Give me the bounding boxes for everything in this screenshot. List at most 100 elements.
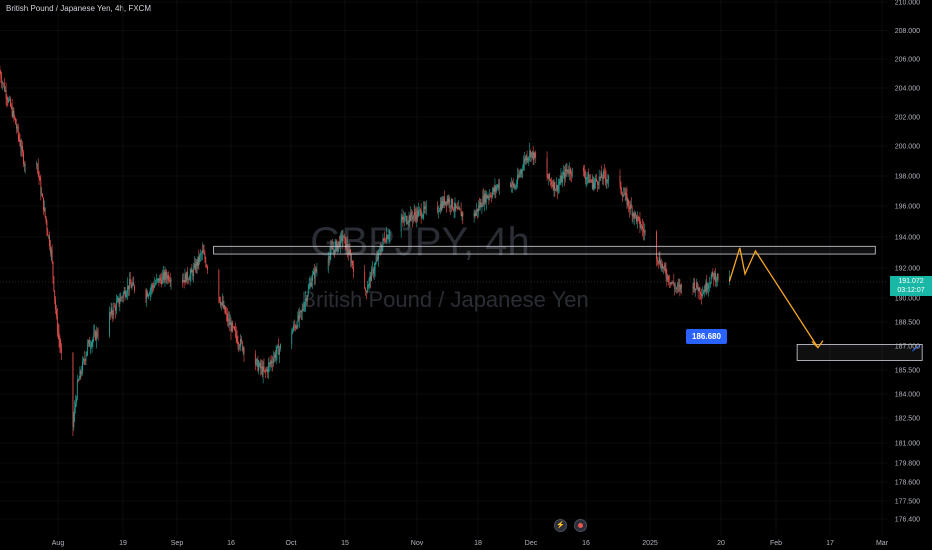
candle	[530, 149, 531, 162]
candle	[17, 123, 19, 143]
candle	[5, 82, 7, 106]
candle	[193, 262, 195, 283]
candle	[344, 233, 346, 244]
candle	[674, 282, 676, 296]
candle	[332, 239, 333, 250]
candle	[313, 263, 315, 286]
candle	[131, 281, 133, 291]
candle	[624, 187, 626, 202]
candle	[156, 278, 158, 284]
candle	[706, 274, 708, 296]
price-tick-label: 206.000	[895, 57, 920, 64]
candle	[638, 216, 640, 224]
candle	[518, 170, 520, 179]
candle	[95, 329, 96, 342]
candle	[462, 211, 464, 225]
candle	[639, 211, 641, 234]
candle	[382, 233, 384, 251]
chart-title: British Pound / Japanese Yen, 4h, FXCM	[6, 4, 151, 13]
candle	[334, 238, 336, 255]
candle	[657, 260, 659, 269]
candle	[19, 133, 21, 147]
candle	[601, 165, 603, 179]
candle	[676, 282, 678, 294]
lightning-icon[interactable]: ⚡	[554, 519, 567, 532]
projection[interactable]	[728, 247, 921, 352]
candle	[14, 115, 16, 121]
candle	[667, 273, 669, 283]
candle	[413, 204, 415, 222]
alert-icon[interactable]	[574, 519, 587, 532]
candle	[133, 276, 135, 286]
zones[interactable]	[213, 245, 923, 361]
candle	[333, 241, 334, 256]
price-axis[interactable]: 210.000 208.000 206.000 204.000 202.000 200.0…	[895, 0, 920, 524]
candle	[88, 339, 89, 347]
candle	[478, 200, 479, 218]
candle-countdown: 03:12:07	[897, 286, 925, 294]
price-tick-label: 198.000	[895, 174, 920, 181]
candle	[119, 293, 121, 312]
candle	[663, 262, 665, 272]
candle	[454, 197, 456, 218]
candle	[273, 351, 274, 368]
candle	[170, 277, 172, 290]
candle	[643, 223, 645, 241]
candle	[474, 210, 476, 219]
candle	[352, 260, 353, 270]
candle	[619, 169, 621, 189]
candle	[199, 253, 201, 265]
candle	[117, 295, 119, 302]
candle	[128, 272, 130, 296]
candle	[24, 162, 26, 174]
time-tick-label: Sep	[171, 540, 184, 547]
candle	[196, 259, 198, 274]
candle	[192, 269, 194, 281]
candle	[452, 198, 453, 211]
candle	[450, 205, 452, 215]
candle	[705, 279, 707, 295]
candle	[451, 197, 452, 213]
candle	[680, 284, 682, 293]
candle	[669, 282, 671, 288]
candle	[401, 208, 403, 223]
candle	[267, 357, 269, 379]
candle	[668, 275, 670, 286]
candle	[20, 139, 22, 157]
price-tick-label: 179.800	[895, 461, 920, 468]
candle	[58, 324, 60, 348]
candle	[18, 131, 20, 142]
candle	[709, 276, 710, 292]
candle	[260, 359, 261, 376]
candle	[524, 155, 526, 165]
candle	[677, 278, 679, 293]
candle	[204, 250, 206, 264]
candle	[532, 146, 534, 166]
candle	[534, 152, 536, 159]
candle	[642, 218, 643, 237]
candle	[707, 282, 709, 294]
candle	[708, 282, 709, 297]
candle	[230, 317, 232, 340]
candle	[194, 257, 196, 273]
candle	[72, 352, 74, 436]
time-axis[interactable]: Aug 19 Sep 16 Oct 15 Nov 18 Dec 16 2025 20 Feb 17 Mar	[52, 540, 889, 547]
candle	[415, 208, 417, 224]
candle	[280, 343, 281, 352]
candle	[661, 258, 663, 272]
candle	[594, 178, 596, 190]
candle	[95, 326, 97, 349]
candle	[74, 400, 76, 422]
candle	[497, 184, 498, 191]
candle	[703, 285, 705, 297]
candle	[599, 176, 601, 182]
candle	[492, 187, 494, 196]
candle	[309, 276, 311, 291]
candle	[116, 296, 118, 304]
price-tick-label: 192.000	[895, 266, 920, 273]
candle	[423, 201, 425, 221]
candle	[242, 345, 244, 356]
candle	[517, 168, 519, 180]
candle	[371, 265, 373, 282]
